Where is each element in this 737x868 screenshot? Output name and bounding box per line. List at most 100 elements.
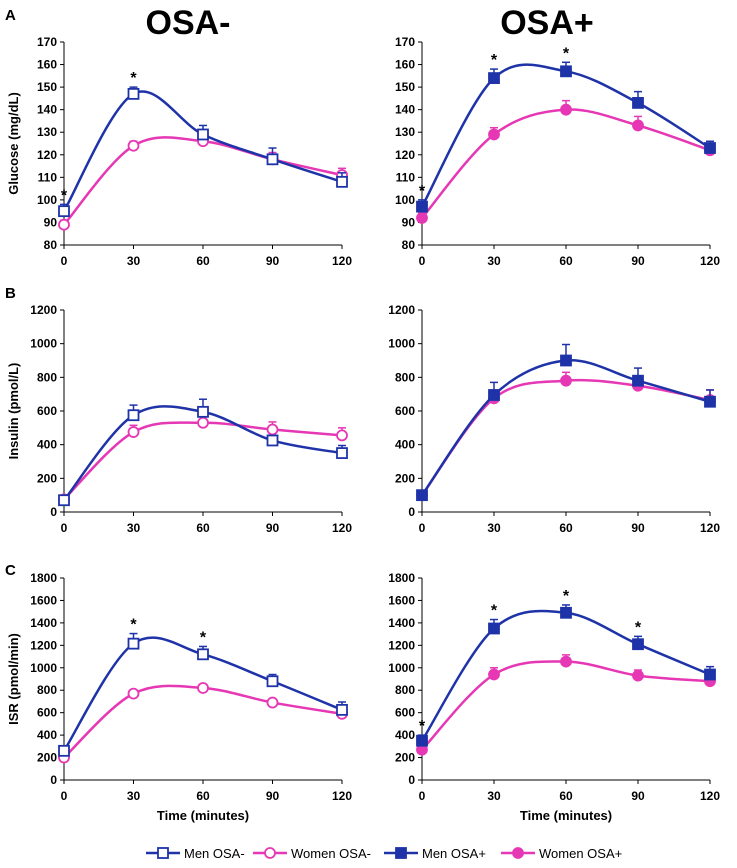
column-title-osa-minus: OSA-: [146, 4, 231, 42]
y-tick-label: 600: [37, 706, 57, 720]
x-tick-label: 30: [487, 254, 501, 268]
x-tick-label: 90: [266, 789, 280, 803]
data-point: [266, 696, 279, 709]
y-tick-label: 1600: [388, 593, 415, 607]
y-tick-label: 170: [37, 35, 57, 49]
legend-marker: [264, 847, 276, 859]
data-point: [336, 703, 348, 716]
isr-osa-minus-chart: 0 200 400 600 800 1000 1200 1400 1600 1800 0 30 60 90…: [6, 571, 352, 823]
y-tick-label: 1200: [30, 638, 57, 652]
significance-star: *: [61, 187, 68, 204]
x-axis-label: Time (minutes): [157, 808, 249, 823]
insulin-osa-minus-chart: 0 200 400 600 800 1000 1200 0 30 60 90 120 Insulin (…: [6, 303, 352, 535]
series-line: [63, 136, 343, 226]
data-point: [127, 409, 140, 422]
x-tick-label: 60: [196, 254, 210, 268]
data-point: [416, 212, 428, 224]
legend-marker: [157, 847, 169, 859]
significance-star: *: [130, 70, 137, 87]
x-tick-label: 60: [559, 789, 573, 803]
x-tick-label: 90: [631, 789, 645, 803]
x-tick-label: 30: [487, 789, 501, 803]
y-tick-label: 160: [395, 58, 415, 72]
legend-label: Women OSA-: [291, 846, 371, 861]
x-tick-label: 0: [61, 521, 68, 535]
x-tick-label: 0: [61, 254, 68, 268]
x-tick-label: 60: [559, 521, 573, 535]
x-tick-label: 90: [266, 521, 280, 535]
data-point: [266, 675, 279, 688]
y-tick-label: 100: [395, 193, 415, 207]
y-tick-label: 800: [395, 370, 415, 384]
x-tick-label: 60: [196, 789, 210, 803]
y-axis-label: ISR (pmol/min): [6, 633, 21, 725]
y-tick-label: 1000: [388, 337, 415, 351]
y-tick-label: 150: [395, 80, 415, 94]
legend-marker: [512, 847, 524, 859]
data-point: [632, 97, 644, 109]
y-tick-label: 80: [44, 238, 58, 252]
y-axis-label: Insulin (pmol/L): [6, 363, 21, 460]
y-tick-label: 1800: [30, 571, 57, 585]
legend-label: Men OSA+: [422, 846, 486, 861]
x-tick-label: 30: [127, 521, 141, 535]
x-tick-label: 60: [559, 254, 573, 268]
y-tick-label: 0: [408, 773, 415, 787]
data-point: [488, 389, 500, 401]
data-point: [704, 142, 716, 154]
data-point: [127, 87, 140, 100]
y-tick-label: 80: [402, 238, 416, 252]
data-point: [416, 734, 428, 747]
data-point: [632, 119, 644, 132]
y-tick-label: 140: [37, 103, 57, 117]
y-tick-label: 400: [37, 728, 57, 742]
insulin-osa-plus-chart: 0 200 400 600 800 1000 1200 0 30 60 90 120: [388, 303, 720, 535]
legend-label: Women OSA+: [539, 846, 622, 861]
glucose-osa-plus-chart: 80 90 100 110 120 130 140 150 160 170 0 30 60 90 120 * *…: [395, 35, 720, 268]
series-line: [62, 636, 343, 752]
y-tick-label: 200: [395, 751, 415, 765]
x-tick-label: 120: [700, 521, 720, 535]
y-tick-label: 800: [37, 683, 57, 697]
y-tick-label: 1200: [388, 303, 415, 317]
data-point: [197, 128, 209, 141]
data-point: [127, 139, 140, 152]
x-tick-label: 90: [631, 521, 645, 535]
y-tick-label: 1400: [388, 616, 415, 630]
data-point: [704, 668, 716, 681]
series-line: [63, 421, 343, 501]
x-tick-label: 0: [61, 789, 68, 803]
y-tick-label: 1400: [30, 616, 57, 630]
legend-item-men-osa-plus: Men OSA+: [384, 846, 486, 861]
data-point: [488, 128, 500, 141]
legend-label: Men OSA-: [184, 846, 245, 861]
y-tick-label: 400: [395, 728, 415, 742]
legend-item-women-osa-minus: Women OSA-: [253, 846, 371, 861]
y-tick-label: 140: [395, 103, 415, 117]
y-tick-label: 0: [50, 505, 57, 519]
panel-letter-b: B: [5, 285, 16, 302]
y-tick-label: 110: [396, 170, 416, 184]
y-tick-label: 90: [402, 215, 416, 229]
series-line: [420, 378, 711, 496]
data-point: [266, 423, 279, 436]
data-point: [336, 175, 348, 188]
data-point: [632, 374, 644, 387]
x-tick-label: 0: [419, 521, 426, 535]
panel-letter-a: A: [5, 7, 16, 24]
data-point: [632, 638, 644, 651]
y-axis-label: Glucose (mg/dL): [6, 92, 21, 195]
legend-item-women-osa-plus: Women OSA+: [501, 846, 622, 861]
significance-star: *: [563, 45, 570, 62]
y-tick-label: 90: [44, 215, 58, 229]
data-point: [58, 205, 70, 218]
data-point: [336, 447, 348, 459]
data-point: [197, 648, 209, 661]
data-point: [560, 606, 572, 619]
series-line: [63, 684, 343, 759]
x-tick-label: 30: [487, 521, 501, 535]
data-point: [197, 416, 209, 429]
y-tick-label: 400: [395, 438, 415, 452]
data-point: [58, 494, 70, 507]
data-point: [127, 637, 140, 650]
